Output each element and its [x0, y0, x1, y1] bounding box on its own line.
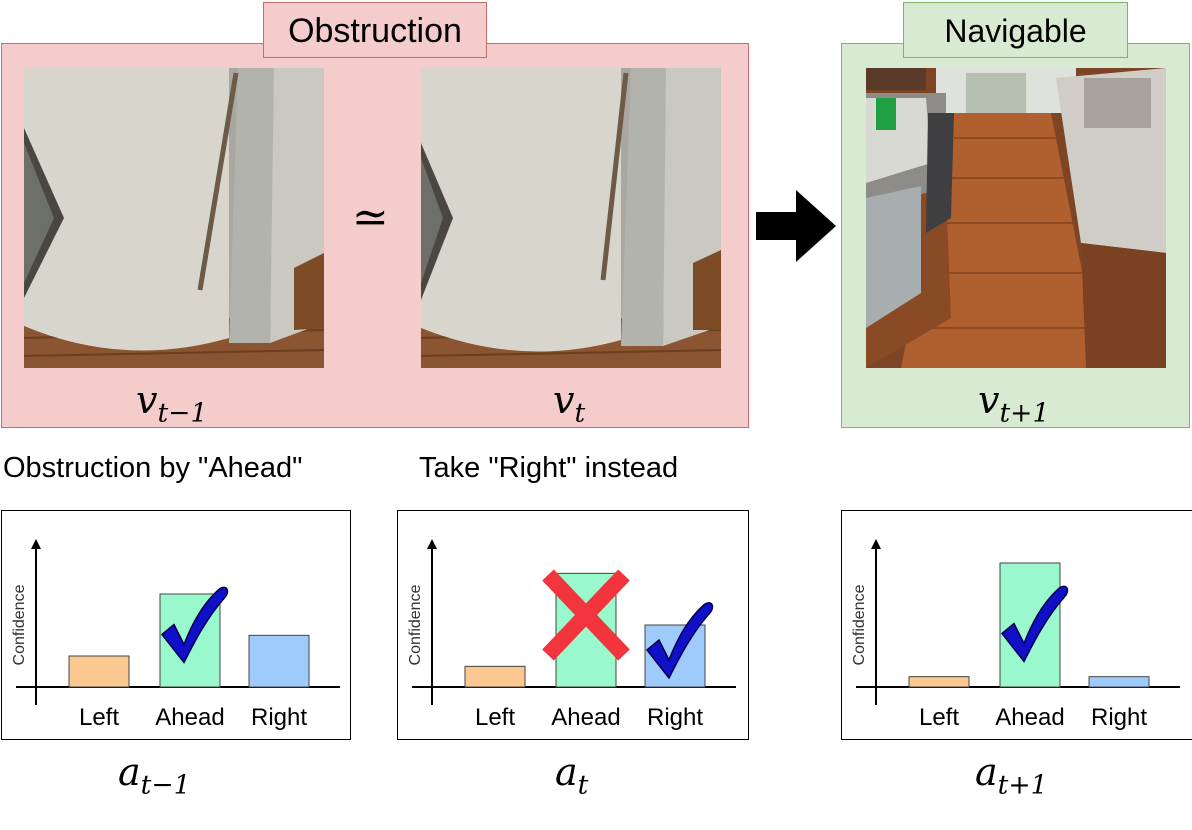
- action-next-label: at+1: [975, 750, 1048, 801]
- check-icon: [1000, 585, 1069, 663]
- right-arrow-icon: [756, 190, 836, 267]
- tick-label-left: Left: [475, 704, 515, 731]
- y-axis-label: Confidence: [851, 584, 868, 665]
- y-axis-label: Confidence: [11, 584, 28, 665]
- chart-prev: Confidence Left Ahead Right: [1, 510, 351, 740]
- tick-label-left: Left: [919, 704, 959, 731]
- frame-next-image: [866, 68, 1166, 368]
- bar-left: [464, 665, 526, 688]
- tick-label-ahead: Ahead: [995, 704, 1064, 731]
- cross-icon: [542, 569, 630, 661]
- y-axis-arrow-icon: [427, 539, 437, 549]
- tick-label-ahead: Ahead: [551, 704, 620, 731]
- bar-ahead: [999, 562, 1061, 688]
- tick-label-ahead: Ahead: [155, 704, 224, 731]
- frame-prev-image: [24, 68, 324, 368]
- chart-next: Confidence Left Ahead Right: [841, 510, 1192, 740]
- frame-prev-label: vt−1: [136, 378, 208, 429]
- check-icon: [645, 602, 714, 680]
- caption-obstruction: Obstruction by "Ahead": [3, 452, 303, 484]
- frame-current-label: vt: [553, 378, 586, 429]
- y-axis-arrow-icon: [31, 539, 41, 549]
- frame-next-label: vt+1: [978, 378, 1050, 429]
- frame-current-image: [421, 68, 721, 368]
- tick-label-right: Right: [1091, 704, 1147, 731]
- obstruction-label: Obstruction: [263, 2, 487, 58]
- tick-label-left: Left: [79, 704, 119, 731]
- check-icon: [160, 586, 229, 664]
- action-prev-label: at−1: [118, 750, 191, 801]
- y-axis-arrow-icon: [871, 539, 881, 549]
- bar-left: [908, 676, 970, 688]
- tick-label-right: Right: [647, 704, 703, 731]
- caption-take-right: Take "Right" instead: [419, 452, 679, 484]
- bar-left: [68, 655, 130, 688]
- action-current-label: at: [555, 750, 589, 801]
- bar-right: [248, 634, 310, 688]
- bar-right: [1088, 676, 1150, 688]
- approx-symbol: ≃: [352, 192, 389, 243]
- tick-label-right: Right: [251, 704, 307, 731]
- navigable-label: Navigable: [903, 2, 1128, 58]
- chart-current: Confidence Left Ahead Right: [397, 510, 749, 740]
- y-axis-label: Confidence: [407, 584, 424, 665]
